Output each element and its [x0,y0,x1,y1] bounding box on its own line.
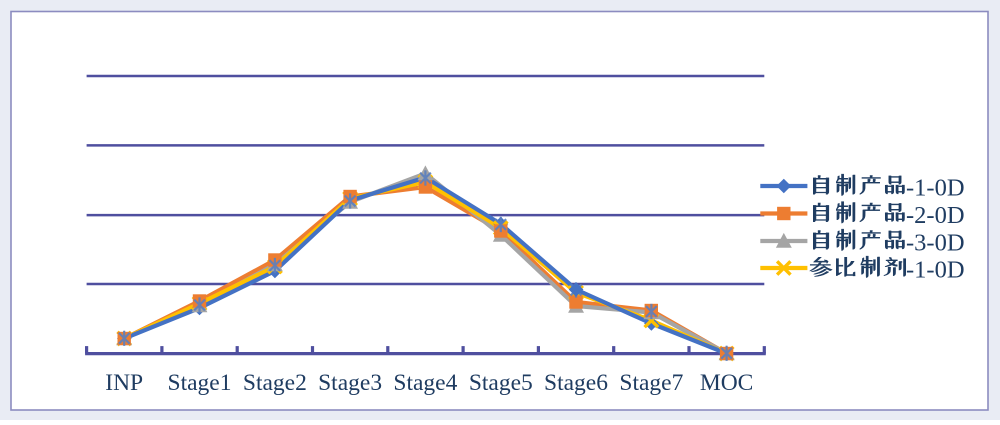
svg-text:MOC: MOC [700,370,754,396]
svg-text:Stage1: Stage1 [168,370,232,396]
svg-text:Stage6: Stage6 [544,370,608,396]
svg-text:INP: INP [105,370,143,396]
svg-text:Stage4: Stage4 [393,370,457,396]
svg-text:-3-0D: -3-0D [906,230,965,257]
svg-text:Stage5: Stage5 [469,370,533,396]
svg-text:-2-0D: -2-0D [906,202,965,229]
svg-text:-1-0D: -1-0D [906,257,965,284]
svg-text:-1-0D: -1-0D [906,175,965,202]
svg-text:Stage7: Stage7 [619,370,683,396]
svg-text:Stage3: Stage3 [318,370,382,396]
svg-text:Stage2: Stage2 [243,370,307,396]
